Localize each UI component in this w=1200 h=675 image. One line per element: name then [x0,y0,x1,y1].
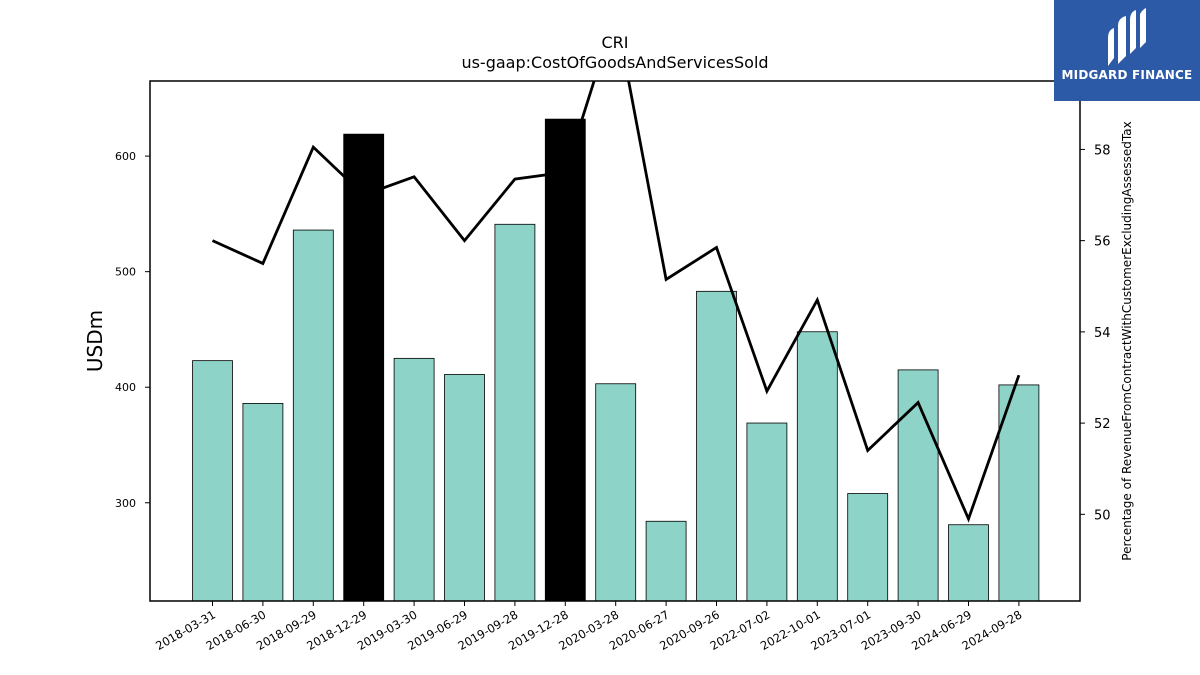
bar-2018-06-30 [242,402,284,602]
ratio-line-group [211,81,1021,523]
y-axis-right: 50 52 54 56 58 [1080,143,1111,523]
plot-frame [149,80,1081,602]
y2-tick-label: 54 [1094,326,1111,341]
bar-2022-07-02 [746,422,788,602]
bar-2024-06-29 [948,524,989,602]
bar-2018-12-29 [343,133,385,602]
logo-text: MIDGARD FINANCE [1061,68,1193,82]
bar-2019-09-28 [494,223,536,602]
y-tick-label: 600 [115,150,136,163]
y2-axis-label: Percentage of RevenueFromContractWithCus… [1120,121,1134,560]
y-tick-label: 500 [115,266,136,279]
bar-2020-09-26 [696,290,737,602]
bar-2020-06-27 [645,520,687,602]
y-axis-left: 300 400 500 600 [115,150,150,510]
bar-2019-06-29 [444,374,485,602]
y-tick-label: 300 [115,497,136,510]
x-axis: 2018-03-312018-06-302018-09-292018-12-29… [153,601,1024,653]
bar-2019-03-30 [393,357,435,602]
bars-group [192,118,1040,602]
company-logo: MIDGARD FINANCE [1054,0,1200,101]
bar-2022-10-01 [796,331,838,602]
chart-subtitle: us-gaap:CostOfGoodsAndServicesSold [461,53,768,72]
chart-title: CRI [601,33,628,52]
y2-tick-label: 58 [1094,143,1111,158]
bar-2018-09-29 [292,229,334,602]
bar-2020-03-28 [595,383,637,602]
y2-tick-label: 56 [1094,235,1111,250]
y2-tick-label: 52 [1094,417,1111,432]
y-tick-label: 400 [115,381,136,394]
bar-2018-03-31 [192,360,233,602]
bar-2024-09-28 [998,384,1040,602]
bar-2023-07-01 [847,493,889,602]
ratio-line [211,81,1021,523]
y2-tick-label: 50 [1094,508,1111,523]
y-axis-label: USDm [83,310,107,372]
bar-2023-09-30 [897,369,939,602]
bar-2019-12-28 [544,118,586,602]
logo-mark-icon [1108,8,1146,66]
